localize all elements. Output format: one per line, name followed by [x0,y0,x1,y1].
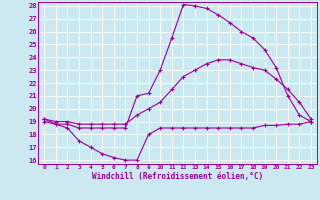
X-axis label: Windchill (Refroidissement éolien,°C): Windchill (Refroidissement éolien,°C) [92,172,263,181]
